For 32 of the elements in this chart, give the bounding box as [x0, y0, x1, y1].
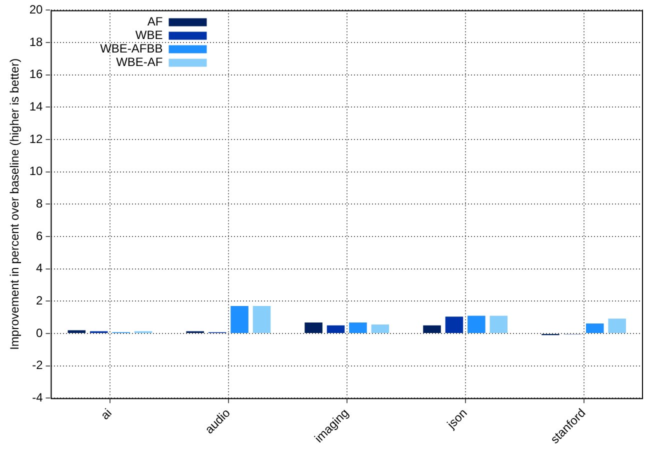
bar — [252, 306, 271, 333]
bar — [304, 322, 322, 333]
y-tick-label: 12 — [29, 132, 44, 146]
legend-label: WBE-AFBB — [100, 42, 163, 56]
y-tick-label: 16 — [29, 67, 44, 82]
bar — [371, 324, 390, 333]
y-tick-label: 6 — [36, 228, 44, 243]
y-tick-label: -2 — [32, 358, 44, 372]
bar — [68, 330, 86, 333]
y-tick-label: -4 — [32, 390, 44, 404]
bar — [230, 306, 248, 333]
y-tick-label: 2 — [36, 293, 44, 308]
legend-label: WBE-AF — [116, 55, 163, 70]
y-tick-label: 18 — [29, 34, 44, 49]
y-axis-title: Improvement in percent over baseline (higher is better) — [8, 58, 22, 350]
y-tick-label: 0 — [36, 326, 44, 340]
y-tick-label: 10 — [29, 164, 44, 178]
bar — [445, 316, 464, 333]
bar — [423, 325, 441, 333]
bar — [326, 325, 345, 333]
y-tick-label: 20 — [29, 2, 44, 17]
legend-label: WBE — [135, 28, 163, 42]
bar — [468, 316, 486, 333]
y-tick-label: 8 — [36, 196, 44, 210]
legend-label: AF — [147, 14, 163, 29]
bar — [608, 318, 626, 333]
bar — [349, 322, 367, 333]
x-tick-label: ai — [98, 406, 114, 422]
y-tick-label: 14 — [29, 100, 44, 114]
y-tick-label: 4 — [36, 261, 44, 276]
bar — [586, 323, 604, 333]
bar — [490, 316, 508, 333]
